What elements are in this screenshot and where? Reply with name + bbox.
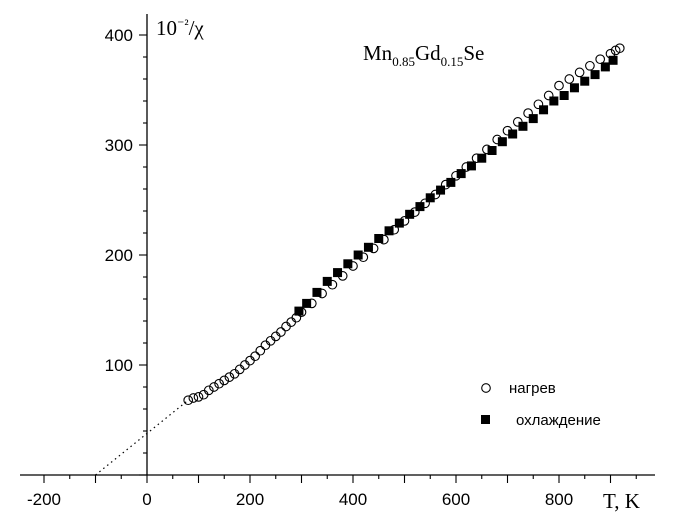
chart-title: Mn0.85Gd0.15Se	[363, 41, 484, 69]
data-point-cooling	[559, 91, 569, 100]
data-point-cooling	[497, 137, 507, 147]
data-point-cooling	[363, 242, 373, 252]
data-point-cooling	[477, 153, 487, 163]
data-point-heating	[614, 43, 625, 54]
data-point-heating	[193, 392, 204, 402]
data-point-cooling	[322, 276, 332, 286]
data-point-cooling	[487, 146, 497, 155]
data-point-heating	[224, 372, 235, 382]
data-point-cooling	[353, 250, 363, 260]
data-point-cooling	[394, 218, 404, 228]
data-point-heating	[183, 395, 194, 406]
data-point-cooling	[608, 55, 618, 65]
data-point-cooling	[294, 306, 304, 316]
data-point-cooling	[569, 83, 579, 93]
data-point-cooling	[384, 226, 394, 236]
data-point-heating	[585, 60, 595, 71]
data-point-cooling	[528, 114, 538, 124]
series-layer	[183, 43, 625, 406]
data-point-cooling	[374, 234, 384, 243]
data-point-cooling	[333, 268, 343, 278]
y-tick-label: 200	[105, 246, 133, 265]
data-point-cooling	[302, 298, 312, 308]
data-point-cooling	[405, 209, 415, 219]
data-point-cooling	[456, 169, 466, 179]
data-point-cooling	[518, 121, 528, 131]
data-point-cooling	[539, 105, 549, 115]
data-point-heating	[533, 99, 544, 110]
legend-label-heating: нагрев	[509, 380, 556, 397]
y-tick-label: 300	[105, 136, 133, 155]
data-point-heating	[554, 80, 564, 91]
x-tick-label: 400	[339, 490, 367, 509]
y-tick-label: 100	[105, 356, 133, 375]
data-point-cooling	[436, 185, 446, 195]
data-point-heating	[281, 321, 291, 332]
y-axis-label: 10⁻²/χ	[156, 16, 204, 40]
data-point-cooling	[446, 177, 456, 187]
legend: нагрев охлаждение	[481, 380, 601, 429]
data-point-heating	[240, 360, 250, 370]
x-tick-label: 600	[442, 490, 470, 509]
data-point-heating	[219, 375, 230, 386]
data-point-heating	[255, 345, 266, 356]
x-ticks: -200 0 200 400 600 800	[27, 475, 637, 509]
x-tick-label: -200	[27, 490, 61, 509]
data-point-heating	[523, 108, 533, 118]
y-tick-label: 400	[105, 26, 133, 45]
x-tick-label: 800	[545, 490, 573, 509]
data-point-heating	[270, 331, 281, 342]
data-point-heating	[188, 393, 199, 403]
axes: -200 0 200 400 600 800 100 200 300 400	[20, 14, 655, 509]
data-point-heating	[250, 351, 260, 362]
data-point-cooling	[590, 70, 600, 80]
legend-marker-heating	[481, 383, 491, 393]
data-point-cooling	[580, 76, 590, 86]
data-point-cooling	[312, 287, 322, 297]
data-point-heating	[564, 74, 575, 84]
series-cooling	[294, 55, 618, 316]
data-point-heating	[265, 335, 276, 346]
data-point-cooling	[425, 193, 435, 203]
x-tick-label: 0	[142, 490, 151, 509]
y-ticks: 100 200 300 400	[105, 26, 147, 476]
data-point-heating	[245, 355, 255, 366]
legend-marker-cooling	[481, 415, 490, 424]
data-point-cooling	[549, 96, 559, 106]
data-point-heating	[214, 378, 224, 389]
data-point-heating	[260, 340, 271, 351]
legend-label-cooling: охлаждение	[516, 412, 601, 429]
series-heating	[183, 43, 625, 406]
data-point-cooling	[343, 259, 353, 269]
data-point-heating	[543, 90, 554, 101]
x-axis-label: T, K	[603, 489, 640, 513]
data-point-heating	[595, 54, 606, 65]
data-point-cooling	[466, 161, 476, 171]
data-point-heating	[276, 327, 286, 337]
x-tick-label: 200	[236, 490, 264, 509]
legend-item-heating: нагрев	[481, 380, 556, 397]
data-point-heating	[286, 317, 297, 327]
data-point-heating	[209, 382, 219, 392]
data-point-heating	[574, 67, 585, 78]
data-point-cooling	[415, 202, 425, 212]
data-point-heating	[198, 389, 209, 400]
data-point-heating	[203, 385, 214, 396]
extrapolation-line	[95, 399, 189, 476]
data-point-cooling	[600, 62, 610, 72]
legend-item-cooling: охлаждение	[481, 412, 601, 429]
data-point-heating	[234, 364, 245, 375]
data-point-cooling	[508, 129, 518, 139]
